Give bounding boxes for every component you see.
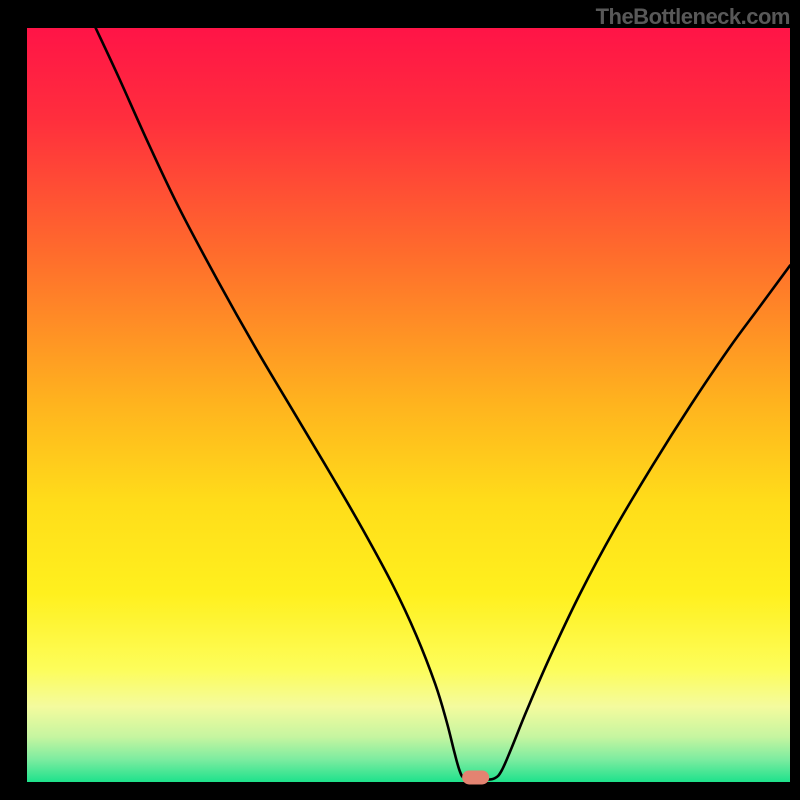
optimal-marker (462, 770, 489, 784)
plot-background (27, 28, 790, 782)
attribution-text: TheBottleneck.com (596, 4, 790, 30)
bottleneck-chart (0, 0, 800, 800)
chart-container: TheBottleneck.com (0, 0, 800, 800)
